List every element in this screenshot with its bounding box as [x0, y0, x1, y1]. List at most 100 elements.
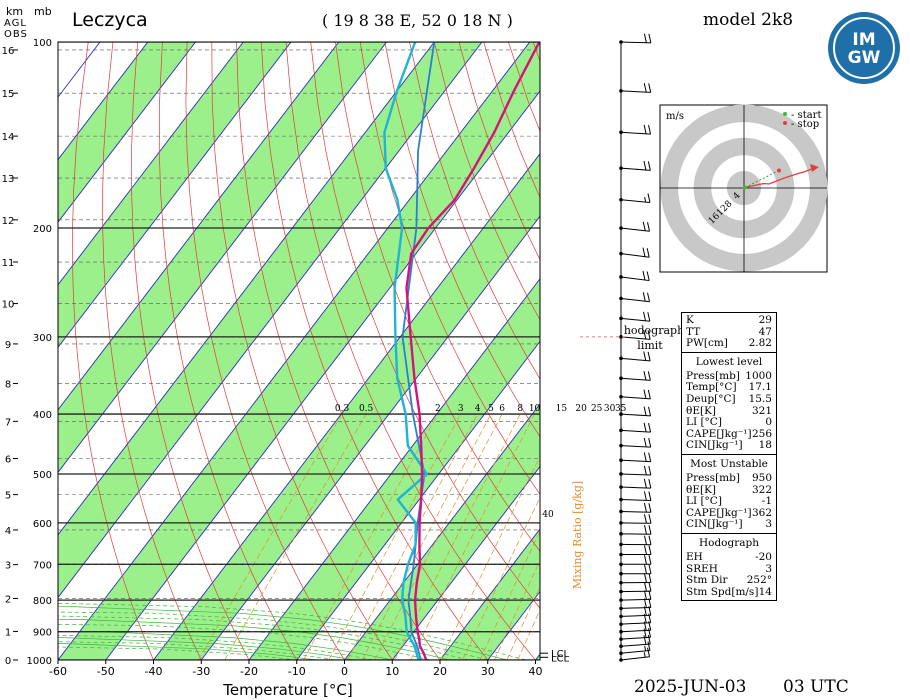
wind-barb-flag	[647, 222, 651, 232]
index-value: 362	[751, 506, 772, 519]
wind-barb-flag	[643, 33, 647, 43]
mixing-ratio-tick-label: 40	[542, 510, 554, 520]
isotherm-line	[439, 528, 540, 660]
index-name: Press[mb]	[686, 369, 740, 382]
wind-barb-flag	[648, 452, 652, 462]
wind-barb-flag	[643, 478, 647, 489]
index-row: θE[K] 322	[686, 484, 772, 497]
wind-barb-flag	[643, 351, 647, 361]
isotherm-line	[105, 90, 540, 660]
mixing-ratio-tick-label: 10	[529, 404, 541, 414]
mixing-ratio-tick-label: 3	[458, 404, 464, 414]
wind-barb-flag	[648, 564, 652, 574]
pressure-tick-label: 1000	[27, 656, 52, 667]
wind-barb-flag	[643, 590, 647, 600]
isotherm-line	[58, 42, 435, 536]
pressure-tick-label: 100	[33, 38, 52, 49]
wind-barb	[619, 628, 652, 641]
index-value: 252°	[746, 574, 772, 587]
mixing-ratio-tick-label: 20	[575, 404, 587, 414]
wind-barb	[619, 270, 650, 282]
wind-barb-flag	[646, 271, 650, 281]
station-coords: ( 19 8 38 E, 52 0 18 N )	[322, 11, 513, 30]
wind-barb-flag	[642, 247, 646, 257]
wind-barb	[619, 406, 652, 417]
hodograph-ring-label: 4	[732, 191, 743, 202]
mixing-ratio-tick-label: 25	[591, 404, 603, 414]
height-tick-label: 3	[5, 561, 11, 572]
moist-adiabat	[58, 641, 336, 660]
pressure-tick-label: 700	[33, 560, 52, 571]
wind-barb	[619, 564, 652, 576]
temperature-profile	[405, 42, 540, 660]
wind-barb-flag	[644, 645, 647, 651]
index-name: Deup[°C]	[686, 392, 736, 405]
isotherm-line	[391, 465, 540, 660]
wind-barb	[619, 598, 652, 611]
hodograph-trace	[744, 167, 815, 189]
wind-barb	[619, 124, 652, 135]
wind-barb-flag	[643, 83, 647, 93]
index-row: Press[mb] 1000	[686, 369, 772, 383]
isotherm-line	[58, 42, 196, 223]
dry-adiabat	[260, 42, 489, 660]
model-name: model 2k8	[703, 10, 794, 30]
wind-barb-flag	[647, 351, 651, 361]
height-tick-label: 7	[5, 417, 11, 428]
wind-barb-staff	[620, 598, 651, 601]
wind-barb-flag	[643, 598, 647, 608]
wind-barb	[619, 83, 652, 93]
isotherm-line	[58, 42, 149, 161]
isotherm-line	[58, 42, 387, 474]
moist-adiabat	[58, 646, 297, 660]
obs-label: OBS	[4, 29, 28, 40]
pressure-tick-label: 400	[33, 410, 52, 421]
wind-barb	[619, 478, 652, 489]
wind-barb-flag	[643, 370, 647, 381]
indices-panel: K 29 TT 47 PW[cm] 2.82 Lowest level Press[m…	[681, 312, 777, 602]
pressure-tick-label: 300	[33, 333, 52, 344]
index-value: 3	[765, 562, 772, 575]
index-value: 3	[765, 518, 772, 531]
wind-barb	[619, 33, 652, 44]
dry-adiabat	[102, 42, 202, 660]
x-tick-label: -60	[49, 665, 67, 678]
index-value: 17.1	[748, 381, 772, 394]
moist-adiabat	[58, 635, 374, 660]
isotherm-line	[58, 42, 244, 286]
height-tick-label: 5	[5, 491, 11, 502]
height-tick-label: 4	[5, 526, 11, 537]
wind-barb-flag	[648, 406, 652, 417]
hodograph-limit-label: limit	[637, 339, 663, 352]
index-name: CIN[Jkg⁻¹]	[686, 439, 743, 452]
wind-barb-flag	[643, 465, 647, 476]
isotherm-line	[200, 215, 540, 660]
wind-barb-flag	[648, 423, 652, 433]
index-value: 18	[758, 439, 772, 452]
lowest-level-title: Lowest level	[695, 355, 763, 368]
wind-barb	[619, 247, 650, 258]
index-name: Stm Dir	[686, 574, 728, 587]
index-row: LI [°C] -1	[686, 496, 772, 508]
height-tick-label: 16	[2, 46, 15, 57]
plot-area	[58, 42, 540, 660]
hodograph-unit: m/s	[666, 111, 684, 122]
height-tick-label: 0	[5, 656, 11, 667]
x-tick-label: 40	[529, 665, 543, 678]
mixing-ratio-tick-label: 15	[556, 404, 568, 414]
index-row: CAPE[Jkg⁻¹] 256	[686, 428, 772, 441]
index-value: 14	[758, 585, 772, 598]
logo-text-top: IM	[852, 30, 876, 50]
index-name: EH	[686, 550, 703, 563]
wind-barb-flag	[648, 479, 652, 489]
imgw-logo: IM GW	[828, 12, 900, 84]
wind-barb-flag	[644, 555, 647, 565]
moist-adiabat	[58, 611, 488, 660]
wind-barb-flag	[643, 406, 647, 416]
wind-barb-flag	[648, 33, 652, 44]
wind-barb-flag	[643, 452, 647, 462]
wind-barb-flag	[647, 193, 651, 203]
wind-barb	[619, 452, 652, 463]
legend-start-marker	[783, 112, 787, 116]
